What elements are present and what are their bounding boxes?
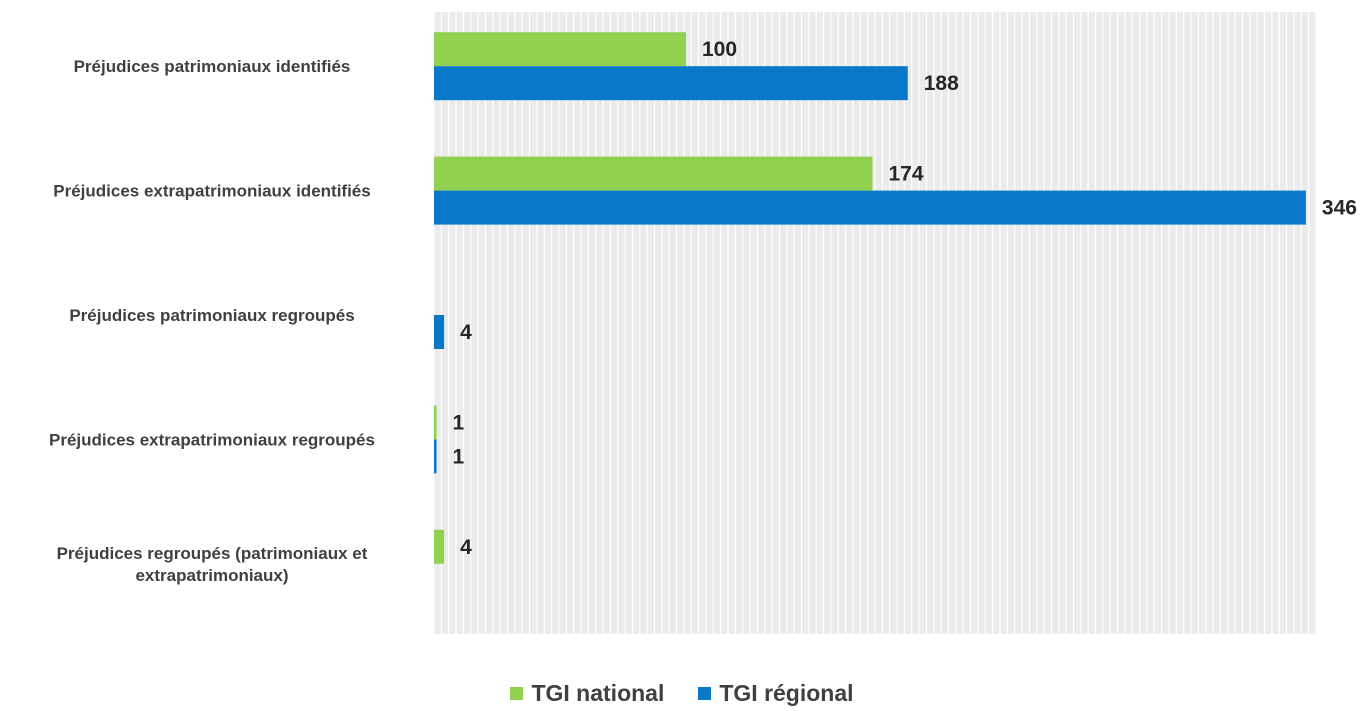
bar-national bbox=[434, 32, 686, 67]
legend-swatch-regional bbox=[698, 686, 712, 700]
bar-regional bbox=[434, 190, 1306, 225]
category-label: Préjudices extrapatrimoniaux regroupés bbox=[49, 430, 375, 449]
category-label-line: extrapatrimoniaux) bbox=[135, 566, 288, 585]
bar-national bbox=[434, 529, 445, 564]
bar-chart: Préjudices patrimoniaux identifiés Préjud… bbox=[49, 12, 1357, 634]
category-label-line: Préjudices extrapatrimoniaux identifiés bbox=[53, 182, 370, 201]
category-labels: Préjudices patrimoniaux identifiés Préjud… bbox=[49, 57, 375, 585]
category-label: Préjudices extrapatrimoniaux identifiés bbox=[53, 182, 370, 201]
data-label-national: 1 bbox=[453, 411, 465, 434]
bar-regional bbox=[434, 66, 908, 101]
category-label: Préjudices patrimoniaux identifiés bbox=[74, 57, 351, 76]
value-labels: 100 188 174 346 4 1 1 4 bbox=[453, 38, 1357, 559]
legend-item-regional[interactable]: TGI régional bbox=[698, 679, 854, 707]
data-label-national: 4 bbox=[460, 536, 472, 559]
legend-item-national[interactable]: TGI national bbox=[510, 680, 664, 707]
data-label-national: 100 bbox=[702, 38, 737, 61]
bars bbox=[434, 32, 1306, 564]
category-label-line: Préjudices regroupés (patrimoniaux et bbox=[57, 544, 368, 563]
legend-label-national: TGI national bbox=[531, 679, 665, 706]
bar-national bbox=[434, 156, 873, 191]
legend: TGI national TGI régional bbox=[0, 676, 1364, 710]
data-label-regional: 346 bbox=[1322, 197, 1357, 220]
bar-regional bbox=[434, 439, 437, 474]
legend-swatch-national bbox=[510, 686, 524, 700]
bar-national bbox=[434, 405, 437, 440]
data-label-regional: 4 bbox=[460, 321, 472, 344]
bar-regional bbox=[434, 315, 445, 349]
legend-label-regional: TGI régional bbox=[719, 679, 854, 706]
category-label-line: Préjudices patrimoniaux identifiés bbox=[74, 57, 351, 76]
category-label: Préjudices patrimoniaux regroupés bbox=[69, 306, 354, 325]
data-label-national: 174 bbox=[888, 163, 923, 186]
gridlines bbox=[433, 12, 1317, 634]
category-label-line: Préjudices patrimoniaux regroupés bbox=[69, 306, 354, 325]
category-label-line: Préjudices extrapatrimoniaux regroupés bbox=[49, 430, 375, 449]
data-label-regional: 1 bbox=[453, 445, 465, 468]
data-label-regional: 188 bbox=[924, 72, 959, 95]
category-label: Préjudices regroupés (patrimoniaux et ext… bbox=[57, 544, 368, 585]
